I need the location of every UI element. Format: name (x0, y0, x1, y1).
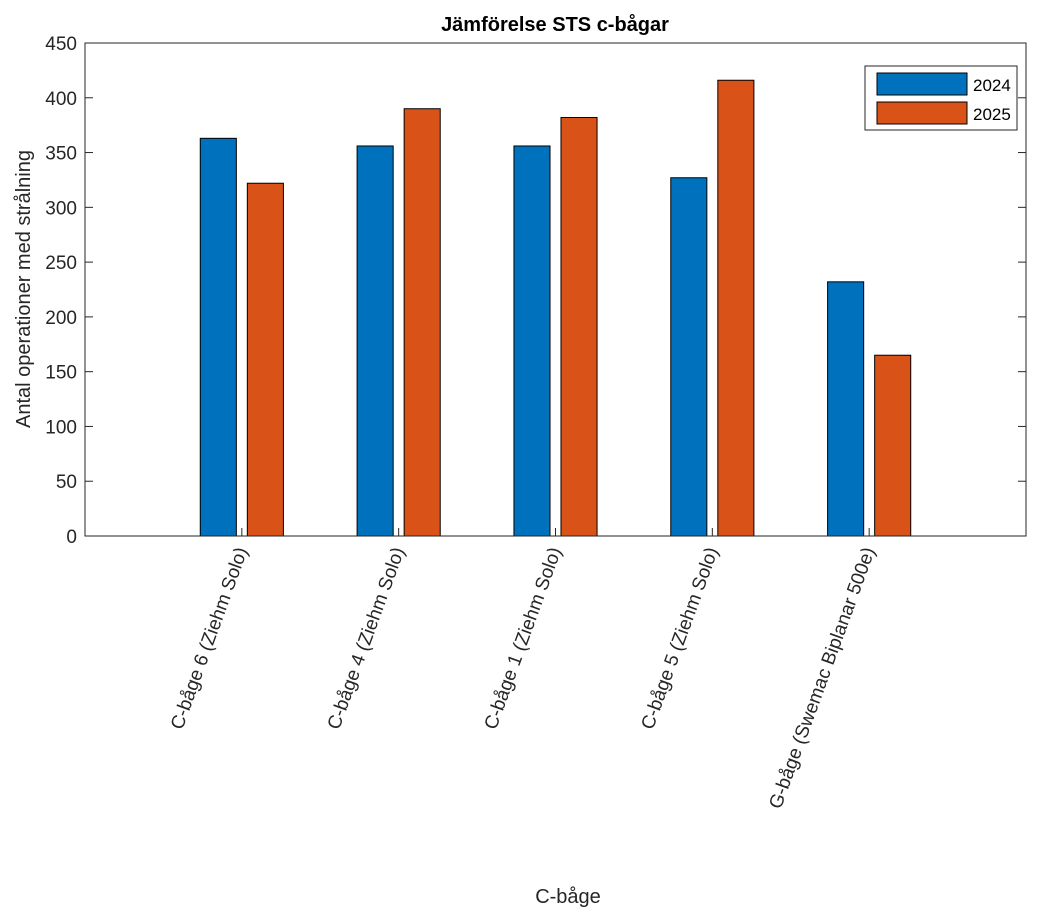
y-axis-label: Antal operationer med strålning (13, 150, 35, 428)
legend-label: 2024 (973, 76, 1011, 95)
y-tick-label: 50 (56, 472, 77, 493)
x-tick-label: C-båge 4 (Ziehm Solo) (324, 545, 409, 733)
x-axis: C-båge 6 (Ziehm Solo) C-båge 4 (Ziehm Sol… (167, 528, 880, 812)
y-tick-label: 350 (45, 144, 77, 165)
bar-2025-5 (874, 354, 912, 537)
bar-2025-4 (717, 79, 755, 537)
y-tick-label: 400 (45, 89, 77, 110)
y-tick-label: 450 (45, 34, 77, 55)
bar-2024-4 (670, 177, 708, 537)
legend: 2024 2025 (864, 65, 1018, 131)
y-tick-label: 150 (45, 363, 77, 384)
y-tick-label: 0 (66, 527, 77, 548)
bar-2025-1 (246, 182, 284, 537)
bars-layer (199, 79, 912, 537)
y-tick-label: 100 (45, 417, 77, 438)
x-tick-label: C-båge 5 (Ziehm Solo) (638, 545, 723, 733)
bar-2024-3 (513, 145, 551, 537)
legend-swatch-2024 (876, 72, 968, 96)
bar-2025-2 (403, 108, 441, 537)
x-tick-label: C-båge 1 (Ziehm Solo) (481, 545, 566, 733)
bar-2024-2 (356, 145, 394, 537)
bar-2024-5 (827, 281, 865, 537)
plot-box (84, 42, 1027, 537)
y-tick-label: 300 (45, 198, 77, 219)
x-tick-label: C-båge 6 (Ziehm Solo) (167, 545, 252, 733)
x-axis-label: C-båge (535, 886, 601, 908)
bar-2025-3 (560, 116, 598, 537)
legend-swatch-2025 (876, 101, 968, 125)
x-tick-label: G-båge (Swemac Biplanar 500e) (765, 545, 879, 812)
y-tick-label: 200 (45, 308, 77, 329)
chart-title: Jämförelse STS c-bågar (441, 13, 669, 36)
y-axis: 0 50 100 150 200 250 300 350 400 450 (45, 34, 1026, 548)
legend-label: 2025 (973, 105, 1011, 124)
y-tick-label: 250 (45, 253, 77, 274)
bar-2024-1 (199, 137, 237, 537)
